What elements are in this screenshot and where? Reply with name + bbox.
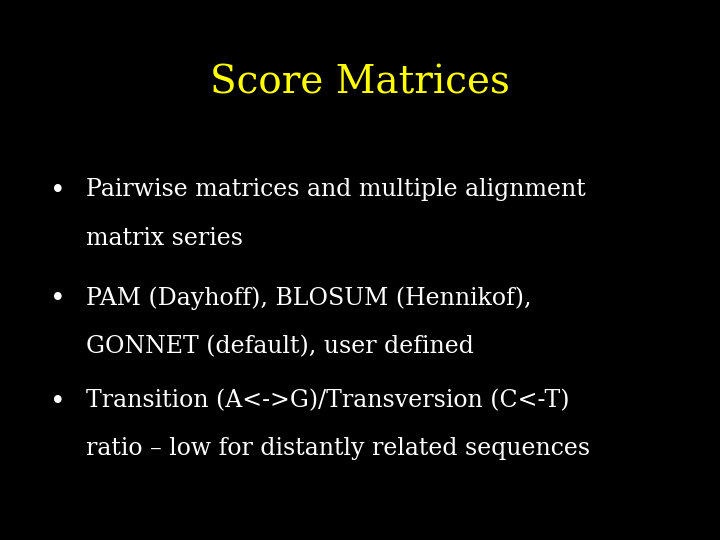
Text: Transition (A<->G)/Transversion (C<-T): Transition (A<->G)/Transversion (C<-T) [86, 389, 570, 412]
Text: Score Matrices: Score Matrices [210, 65, 510, 102]
Text: •: • [50, 389, 66, 414]
Text: ratio – low for distantly related sequences: ratio – low for distantly related sequen… [86, 437, 590, 461]
Text: Pairwise matrices and multiple alignment: Pairwise matrices and multiple alignment [86, 178, 586, 201]
Text: •: • [50, 286, 66, 311]
Text: •: • [50, 178, 66, 203]
Text: matrix series: matrix series [86, 227, 243, 250]
Text: PAM (Dayhoff), BLOSUM (Hennikof),: PAM (Dayhoff), BLOSUM (Hennikof), [86, 286, 532, 310]
Text: GONNET (default), user defined: GONNET (default), user defined [86, 335, 474, 358]
